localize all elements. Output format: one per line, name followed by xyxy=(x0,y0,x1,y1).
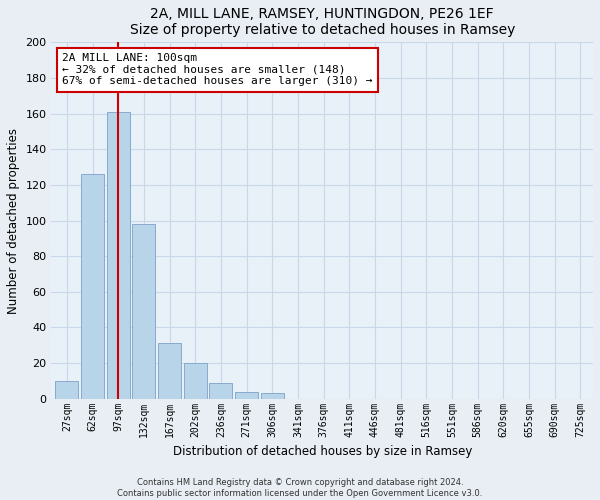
Bar xyxy=(158,344,181,398)
X-axis label: Distribution of detached houses by size in Ramsey: Distribution of detached houses by size … xyxy=(173,445,472,458)
Bar xyxy=(107,112,130,399)
Text: 2A MILL LANE: 100sqm
← 32% of detached houses are smaller (148)
67% of semi-deta: 2A MILL LANE: 100sqm ← 32% of detached h… xyxy=(62,53,373,86)
Title: 2A, MILL LANE, RAMSEY, HUNTINGDON, PE26 1EF
Size of property relative to detache: 2A, MILL LANE, RAMSEY, HUNTINGDON, PE26 … xyxy=(130,7,515,37)
Bar xyxy=(260,394,284,398)
Y-axis label: Number of detached properties: Number of detached properties xyxy=(7,128,20,314)
Bar xyxy=(184,363,207,398)
Bar xyxy=(133,224,155,398)
Bar xyxy=(55,381,79,398)
Bar xyxy=(81,174,104,398)
Text: Contains HM Land Registry data © Crown copyright and database right 2024.
Contai: Contains HM Land Registry data © Crown c… xyxy=(118,478,482,498)
Bar xyxy=(235,392,258,398)
Bar xyxy=(209,382,232,398)
